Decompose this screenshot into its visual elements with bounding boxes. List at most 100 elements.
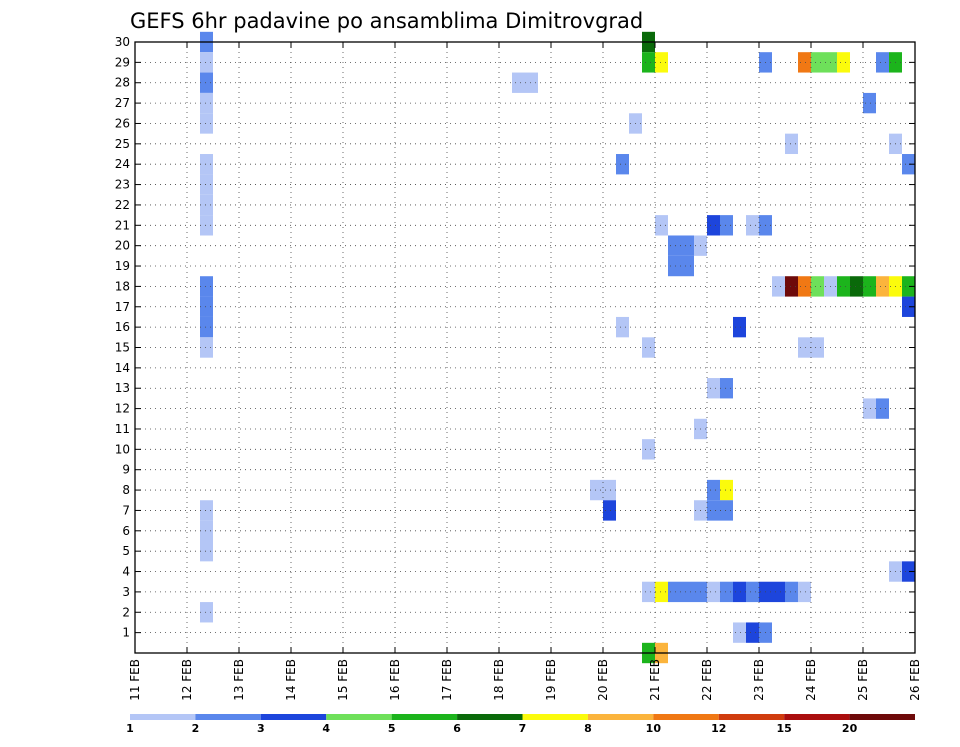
heatmap-cell	[200, 113, 213, 134]
heatmap-cell	[785, 581, 798, 603]
heatmap-cell	[642, 52, 655, 73]
y-tick-label: 22	[115, 198, 130, 212]
heatmap-cells	[200, 31, 915, 664]
colorbar-label: 7	[519, 722, 527, 735]
heatmap-cell	[200, 296, 213, 317]
heatmap-cell	[837, 276, 850, 297]
x-tick-label: 11 FEB	[128, 659, 142, 701]
heatmap-cell	[200, 92, 213, 114]
heatmap-cell	[616, 154, 629, 175]
colorbar-label: 4	[322, 722, 330, 735]
colorbar-segment	[653, 714, 719, 720]
y-tick-label: 12	[115, 402, 130, 416]
colorbar-segment	[130, 714, 196, 720]
heatmap-cell	[772, 581, 785, 603]
y-tick-label: 8	[122, 483, 130, 497]
colorbar-label: 2	[192, 722, 200, 735]
heatmap-cell	[200, 316, 213, 338]
y-tick-label: 7	[122, 503, 130, 517]
heatmap-cell	[200, 72, 213, 93]
y-tick-label: 21	[115, 218, 130, 232]
y-tick-label: 5	[122, 544, 130, 558]
x-tick-label: 16 FEB	[388, 659, 402, 701]
heatmap-cell	[733, 316, 746, 338]
x-tick-label: 21 FEB	[648, 659, 662, 701]
y-tick-label: 6	[122, 524, 130, 538]
heatmap-cell	[746, 215, 759, 236]
y-axis: 1234567891011121314151617181920212223242…	[115, 35, 915, 640]
heatmap-cell	[785, 276, 798, 297]
colorbar-segment	[849, 714, 915, 720]
heatmap-cell	[707, 581, 720, 603]
y-tick-label: 9	[122, 463, 130, 477]
x-tick-label: 20 FEB	[596, 659, 610, 701]
y-tick-label: 13	[115, 381, 130, 395]
heatmap-cell	[590, 479, 603, 501]
heatmap-cell	[616, 316, 629, 338]
colorbar-label: 6	[453, 722, 461, 735]
y-tick-label: 4	[122, 565, 130, 579]
colorbar-segment	[195, 714, 261, 720]
heatmap-cell	[707, 378, 720, 399]
colorbar-label: 1	[126, 722, 134, 735]
heatmap-cell	[746, 581, 759, 603]
heatmap-cell	[863, 276, 876, 297]
heatmap-cell	[655, 581, 668, 603]
heatmap-cell	[811, 337, 824, 358]
y-tick-label: 16	[115, 320, 130, 334]
heatmap-cell	[811, 52, 824, 73]
heatmap-cell	[707, 215, 720, 236]
y-tick-label: 23	[115, 178, 130, 192]
heatmap-cell	[642, 439, 655, 460]
x-tick-label: 24 FEB	[804, 659, 818, 701]
heatmap-cell	[668, 581, 681, 603]
colorbar-label: 15	[777, 722, 792, 735]
x-tick-label: 25 FEB	[856, 659, 870, 701]
heatmap-cell	[642, 581, 655, 603]
y-tick-label: 10	[115, 442, 130, 456]
y-tick-label: 1	[122, 626, 130, 640]
x-tick-label: 17 FEB	[440, 659, 454, 701]
heatmap-cell	[902, 561, 915, 582]
chart-title: GEFS 6hr padavine po ansamblima Dimitrov…	[130, 9, 643, 33]
heatmap-cell	[876, 276, 889, 297]
heatmap-cell	[681, 255, 694, 277]
x-tick-label: 15 FEB	[336, 659, 350, 701]
heatmap-cell	[720, 581, 733, 603]
colorbar-label: 8	[584, 722, 592, 735]
heatmap-cell	[681, 235, 694, 256]
heatmap-cell	[720, 479, 733, 501]
y-tick-label: 3	[122, 585, 130, 599]
x-tick-label: 22 FEB	[700, 659, 714, 701]
heatmap-cell	[863, 398, 876, 419]
heatmap-cell	[200, 194, 213, 216]
colorbar-segment	[457, 714, 523, 720]
y-tick-label: 19	[115, 259, 130, 273]
heatmap-cell	[200, 602, 213, 623]
heatmap-cell	[902, 154, 915, 175]
colorbar-segment	[522, 714, 588, 720]
colorbar-segment	[784, 714, 850, 720]
heatmap-cell	[876, 52, 889, 73]
y-tick-label: 15	[115, 341, 130, 355]
heatmap-cell	[525, 72, 538, 93]
y-tick-label: 28	[115, 76, 130, 90]
heatmap-cell	[850, 276, 863, 297]
colorbar: 1 2 3 4 5 6 7 8 10 12 15 20	[126, 714, 915, 735]
y-tick-label: 20	[115, 239, 130, 253]
heatmap-cell	[200, 337, 213, 358]
heatmap-cell	[720, 378, 733, 399]
heatmap-cell	[603, 500, 616, 521]
x-tick-label: 19 FEB	[544, 659, 558, 701]
heatmap-cell	[707, 479, 720, 501]
colorbar-label: 20	[842, 722, 858, 735]
heatmap-cell	[811, 276, 824, 297]
heatmap-cell	[642, 337, 655, 358]
heatmap-cell	[720, 215, 733, 236]
x-tick-label: 12 FEB	[180, 659, 194, 701]
colorbar-segment	[391, 714, 458, 720]
y-tick-label: 17	[115, 300, 130, 314]
heatmap-cell	[200, 500, 213, 521]
y-tick-label: 29	[115, 55, 130, 69]
